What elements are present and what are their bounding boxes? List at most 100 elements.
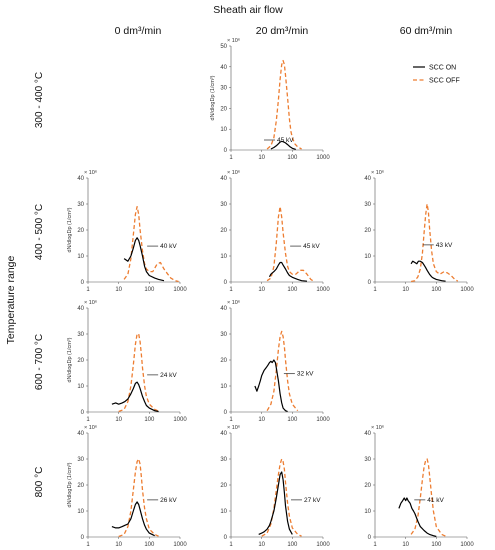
y-multiplier-label: × 10⁶ [227,299,240,306]
y-multiplier-label: × 10⁶ [84,424,97,431]
y-tick-label: 30 [220,457,227,463]
y-axis-label: dN/dlogDp (1/cm³) [67,462,73,507]
y-tick-label: 40 [77,176,84,182]
x-tick-label: 1000 [173,287,187,293]
annotation-voltage: 43 kV [436,242,453,249]
series-line-scc-on [123,237,165,282]
x-tick-label: 1 [86,287,90,293]
panel-r1-c1: 0 10 20 30 40 1 10 100 1000 × 10⁶ 45 kV [220,169,330,293]
x-tick-label: 1 [229,155,233,161]
y-tick-label: 10 [220,127,227,133]
series-line-scc-off [118,458,159,538]
y-multiplier-label: × 10⁶ [371,169,384,176]
y-tick-label: 0 [224,280,228,286]
x-tick-label: 100 [144,287,155,293]
y-tick-label: 0 [81,410,85,416]
y-multiplier-label: × 10⁶ [227,169,240,176]
y-tick-label: 0 [81,535,85,541]
y-tick-label: 20 [220,358,227,364]
panel-r2-c1: 0 10 20 30 40 1 10 100 1000 × 10⁶ 32 kV [220,299,330,423]
y-tick-label: 0 [368,535,372,541]
series-line-scc-on [410,260,446,282]
panel-r1-c2: 0 10 20 30 40 1 10 100 1000 × 10⁶ 43 kV [364,169,474,293]
column-label-2: 60 dm³/min [400,25,453,37]
y-tick-label: 10 [220,254,227,260]
x-tick-label: 100 [287,155,298,161]
y-axis-label: dN/dlogDp (1/cm³) [210,75,216,120]
y-tick-label: 30 [77,202,84,208]
annotation-voltage: 24 kV [160,372,177,379]
series-line-scc-on [254,359,288,413]
y-tick-label: 30 [77,332,84,338]
y-tick-label: 20 [77,228,84,234]
x-tick-label: 10 [258,417,265,423]
series-line-scc-on [111,501,155,537]
y-multiplier-label: × 10⁶ [84,169,97,176]
x-tick-label: 1 [86,542,90,548]
y-tick-label: 20 [364,483,371,489]
y-tick-label: 0 [81,280,85,286]
series-line-scc-off [118,333,159,413]
y-tick-label: 20 [220,228,227,234]
y-multiplier-label: × 10⁶ [84,299,97,306]
series-line-scc-off [261,458,302,537]
series-line-scc-on [111,381,159,413]
legend: SCC ON SCC OFF [413,65,460,85]
y-axis-label: dN/dlogDp (1/cm³) [67,207,73,252]
x-tick-label: 1000 [316,287,330,293]
y-tick-label: 40 [220,176,227,182]
y-tick-label: 10 [364,254,371,260]
y-tick-label: 40 [220,306,227,312]
y-tick-label: 20 [220,483,227,489]
x-tick-label: 1000 [173,417,187,423]
series-line-scc-off [266,205,315,282]
y-tick-label: 0 [224,410,228,416]
series-line-scc-on [258,471,293,535]
y-tick-label: 20 [77,358,84,364]
x-tick-label: 100 [287,542,298,548]
x-tick-label: 1000 [460,542,474,548]
header-title: Sheath air flow [213,4,283,16]
x-tick-label: 10 [115,417,122,423]
x-tick-label: 1 [229,542,233,548]
row-label-0: 300 - 400 °C [34,72,45,128]
y-tick-label: 30 [364,202,371,208]
y-tick-label: 20 [364,228,371,234]
series-line-scc-on [398,497,437,538]
x-tick-label: 1000 [316,542,330,548]
annotation-voltage: 45 kV [303,243,320,250]
x-tick-label: 10 [115,287,122,293]
x-tick-label: 10 [402,542,409,548]
y-tick-label: 30 [220,332,227,338]
annotation-voltage: 32 kV [297,371,314,378]
y-tick-label: 30 [220,86,227,92]
annotation-voltage: 41 kV [427,497,444,504]
y-tick-label: 10 [77,254,84,260]
x-tick-label: 100 [144,542,155,548]
x-tick-label: 10 [402,287,409,293]
x-tick-label: 1000 [460,287,474,293]
y-tick-label: 10 [77,509,84,515]
y-tick-label: 10 [220,384,227,390]
y-tick-label: 10 [364,509,371,515]
series-line-scc-off [266,59,302,150]
annotation-voltage: 45 kV [277,137,294,144]
x-tick-label: 1 [373,287,377,293]
y-tick-label: 30 [364,457,371,463]
column-label-1: 20 dm³/min [256,25,309,37]
y-tick-label: 30 [77,457,84,463]
y-tick-label: 0 [368,280,372,286]
y-tick-label: 20 [77,483,84,489]
y-tick-label: 40 [77,306,84,312]
x-tick-label: 100 [144,417,155,423]
y-tick-label: 40 [364,176,371,182]
x-tick-label: 1 [229,287,233,293]
row-axis-label: Temperature range [5,255,17,344]
column-label-0: 0 dm³/min [115,25,162,37]
x-tick-label: 10 [258,287,265,293]
series-line-scc-off [123,205,179,283]
annotation-voltage: 40 kV [160,243,177,250]
annotation-voltage: 26 kV [160,497,177,504]
